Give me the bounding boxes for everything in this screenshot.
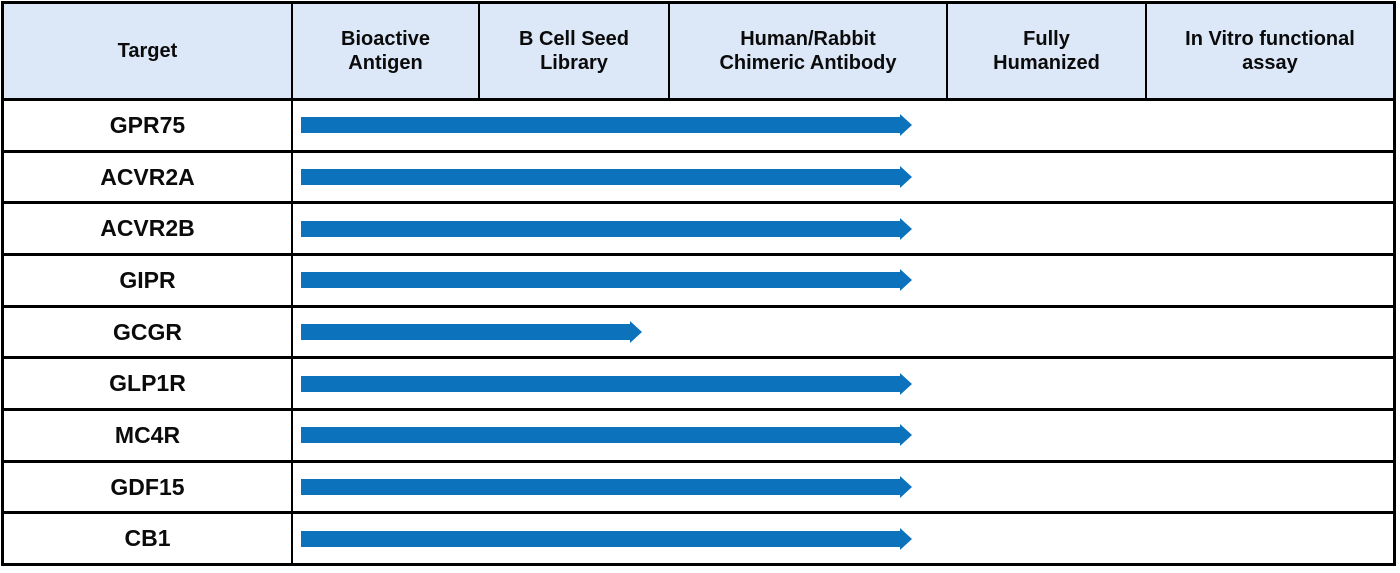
progress-arrow <box>301 321 642 344</box>
arrow-head-icon <box>900 166 912 188</box>
target-cell: ACVR2A <box>4 152 293 202</box>
arrow-head-icon <box>900 476 912 499</box>
target-label: CB1 <box>124 525 171 552</box>
progress-arrow <box>301 424 912 447</box>
target-cell: CB1 <box>4 514 293 564</box>
progress-track <box>293 256 1393 305</box>
progress-arrow-body <box>301 272 901 289</box>
table-header-row: Target Bioactive Antigen B Cell Seed Lib… <box>4 4 1393 101</box>
table-body: GPR75 ACVR2A ACVR2B <box>4 101 1393 564</box>
progress-arrow <box>301 527 912 550</box>
table-row: GDF15 <box>4 462 1393 515</box>
target-cell: MC4R <box>4 411 293 460</box>
target-cell: GIPR <box>4 256 293 305</box>
column-header-b-cell-seed-library: B Cell Seed Library <box>480 4 670 98</box>
progress-arrow <box>301 217 912 240</box>
target-cell: GLP1R <box>4 359 293 409</box>
progress-arrow-body <box>301 375 901 392</box>
target-cell: ACVR2B <box>4 204 293 254</box>
target-label: GPR75 <box>109 111 186 138</box>
arrow-head-icon <box>900 114 912 137</box>
progress-arrow <box>301 166 912 188</box>
progress-arrow-body <box>301 479 901 496</box>
table-row: GPR75 <box>4 101 1393 153</box>
arrow-head-icon <box>900 269 912 292</box>
progress-arrow-body <box>301 117 901 134</box>
target-label: ACVR2A <box>100 163 195 190</box>
progress-track <box>293 308 1393 357</box>
progress-track <box>293 514 1393 563</box>
progress-track <box>293 153 1393 202</box>
target-label: GDF15 <box>110 473 185 500</box>
table-row: CB1 <box>4 514 1393 564</box>
progress-arrow-body <box>301 324 631 341</box>
arrow-head-icon <box>900 527 912 550</box>
table-row: ACVR2A <box>4 152 1393 205</box>
column-header-target: Target <box>4 4 293 98</box>
target-label: GLP1R <box>109 370 186 397</box>
target-cell: GPR75 <box>4 101 293 150</box>
progress-track <box>293 463 1393 512</box>
progress-arrow-body <box>301 427 901 444</box>
progress-arrow-body <box>301 220 901 237</box>
target-cell: GCGR <box>4 307 293 357</box>
column-header-in-vitro-assay: In Vitro functional assay <box>1185 27 1355 74</box>
table-row: GIPR <box>4 256 1393 308</box>
progress-arrow <box>301 269 912 292</box>
arrow-head-icon <box>900 424 912 447</box>
progress-arrow-body <box>301 530 901 547</box>
progress-track <box>293 411 1393 460</box>
target-label: MC4R <box>114 421 181 448</box>
progress-arrow <box>301 476 912 499</box>
column-header-chimeric-antibody: Human/Rabbit Chimeric Antibody <box>670 4 948 98</box>
progress-arrow <box>301 372 912 395</box>
target-cell: GDF15 <box>4 462 293 512</box>
table-row: ACVR2B <box>4 204 1393 257</box>
target-label: ACVR2B <box>100 215 195 242</box>
table-row: GCGR <box>4 307 1393 360</box>
progress-track <box>293 204 1393 253</box>
target-label: GCGR <box>113 318 182 345</box>
arrow-head-icon <box>900 372 912 395</box>
column-header-bioactive-antigen: Bioactive Antigen <box>293 4 480 98</box>
column-header-fully-humanized: Fully Humanized <box>948 4 1147 98</box>
arrow-head-icon <box>900 217 912 240</box>
table-row: MC4R <box>4 411 1393 463</box>
progress-track <box>293 359 1393 408</box>
progress-arrow <box>301 114 912 137</box>
progress-arrow-body <box>301 169 901 185</box>
table-row: GLP1R <box>4 359 1393 412</box>
arrow-head-icon <box>630 321 642 344</box>
target-label: GIPR <box>119 266 176 293</box>
progress-track <box>293 101 1393 150</box>
